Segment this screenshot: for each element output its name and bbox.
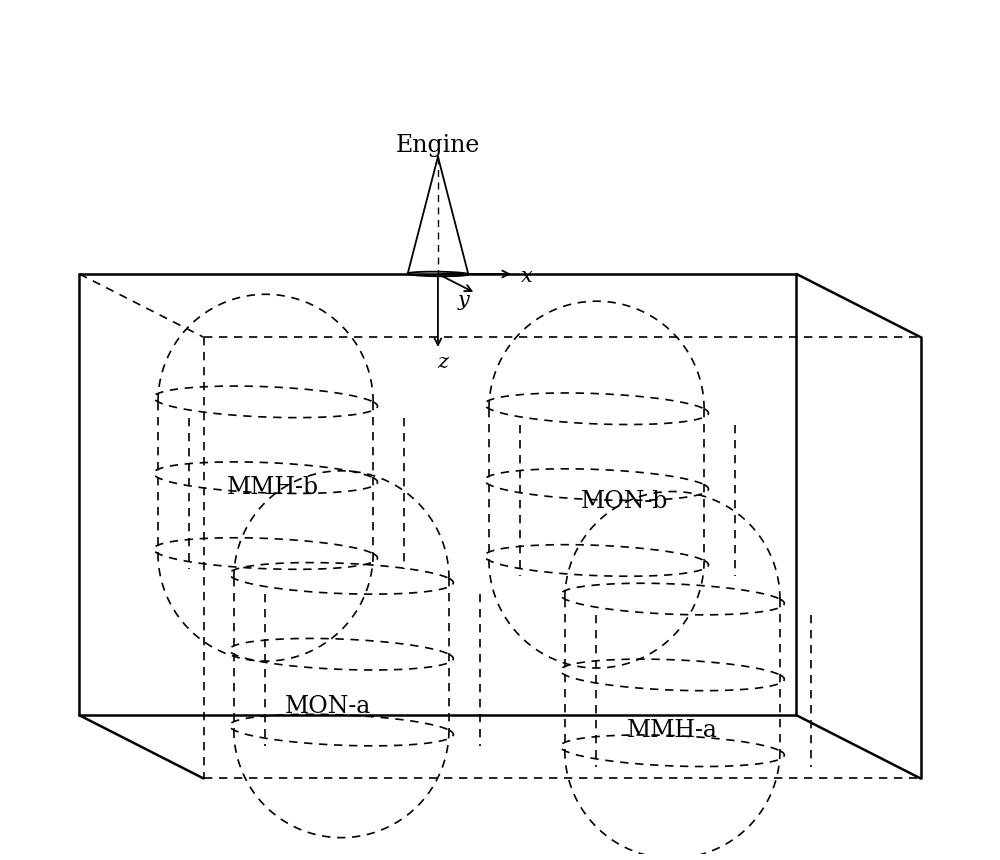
Text: Engine: Engine <box>396 134 480 157</box>
Text: MON-a: MON-a <box>284 695 371 718</box>
Text: MMH-a: MMH-a <box>627 719 718 741</box>
Text: y: y <box>457 292 469 310</box>
Text: MMH-b: MMH-b <box>226 476 318 500</box>
Text: x: x <box>520 267 532 286</box>
Text: z: z <box>437 353 448 372</box>
Text: MON-b: MON-b <box>580 490 668 513</box>
